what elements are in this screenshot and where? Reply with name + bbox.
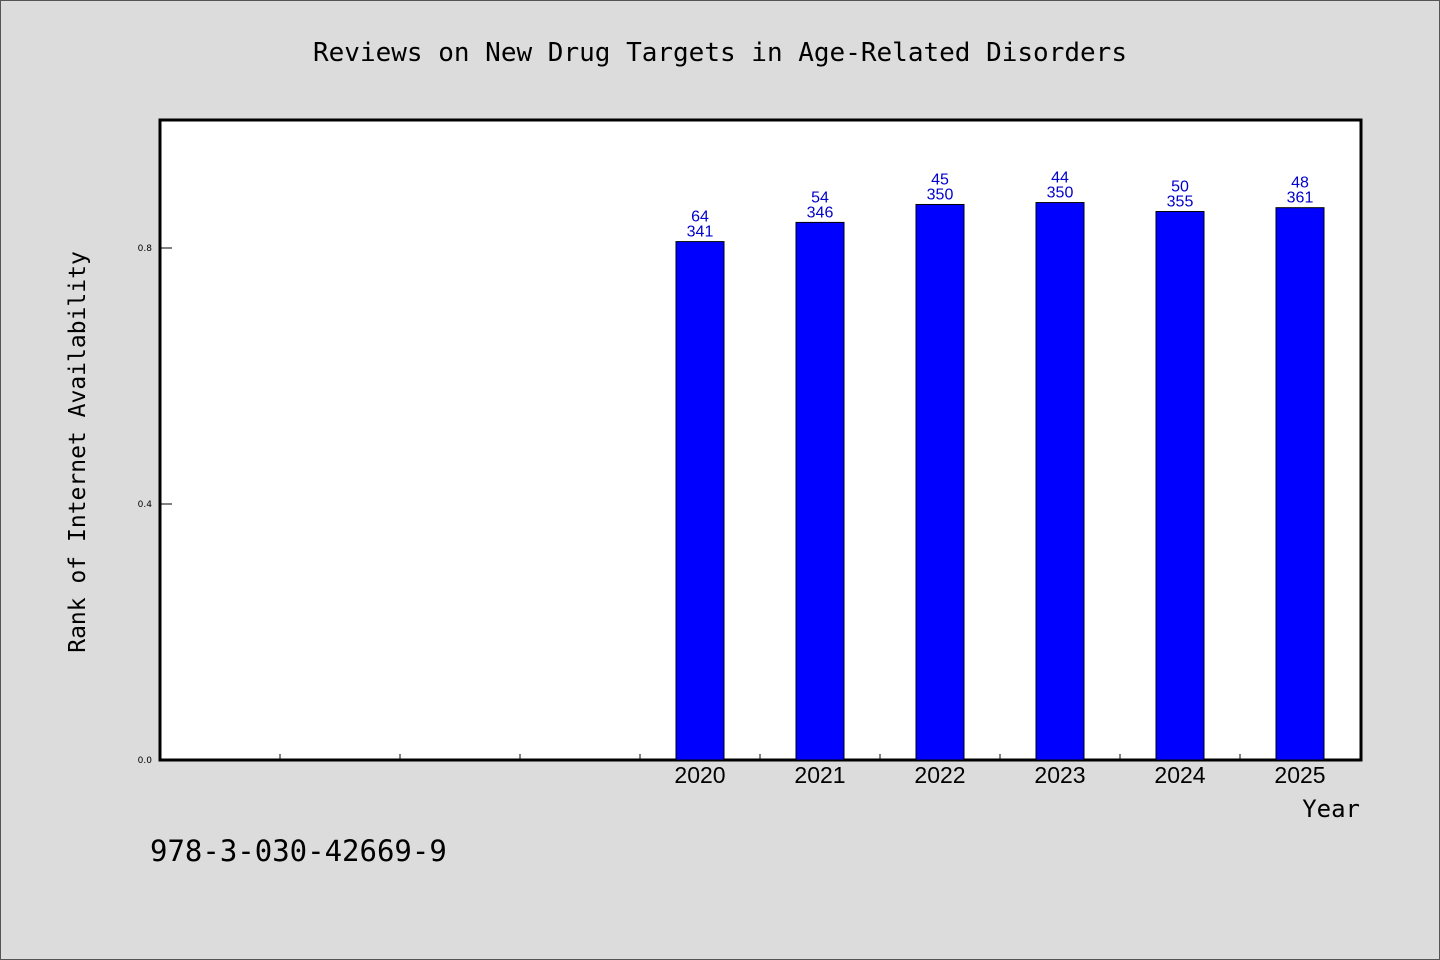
bar-label-bottom-2022: 350: [927, 186, 954, 203]
bar-2022: [915, 203, 965, 761]
x-tick-label-2021: 2021: [794, 762, 845, 788]
bar-label-bottom-2025: 361: [1287, 190, 1314, 207]
y-tick-label: 0.0: [138, 756, 153, 766]
bar-2021: [795, 221, 845, 761]
bar-label-top-2021: 54: [811, 189, 829, 206]
y-axis-label: Rank of Internet Availability: [65, 251, 91, 653]
bar-label-bottom-2023: 350: [1047, 185, 1074, 202]
bar-label-top-2025: 48: [1291, 175, 1309, 192]
y-ticks: 0.0 0.4 0.8: [138, 244, 172, 766]
bar-2025: [1275, 207, 1325, 761]
x-tick-label-2020: 2020: [674, 762, 725, 788]
x-ticks: 2020 2021 2022 2023 2024 2025: [279, 754, 1326, 788]
bar-label-bottom-2020: 341: [687, 224, 714, 241]
x-tick-label-2023: 2023: [1034, 762, 1085, 788]
x-tick-label-2025: 2025: [1274, 762, 1325, 788]
x-axis-label: Year: [1302, 795, 1360, 823]
bar-label-top-2020: 64: [691, 209, 709, 226]
bar-2023: [1035, 202, 1085, 761]
bar-2020: [675, 241, 725, 761]
bar-2024: [1155, 211, 1205, 761]
bar-label-top-2024: 50: [1171, 179, 1189, 196]
bar-label-top-2022: 45: [931, 171, 949, 188]
bar-label-bottom-2021: 346: [807, 204, 834, 221]
y-tick-label: 0.8: [138, 244, 153, 254]
x-tick-label-2024: 2024: [1154, 762, 1205, 788]
bar-label-top-2023: 44: [1051, 170, 1069, 187]
x-tick-label-2022: 2022: [914, 762, 965, 788]
bar-label-bottom-2024: 355: [1167, 194, 1194, 211]
isbn-label: 978-3-030-42669-9: [150, 834, 447, 868]
chart-title: Reviews on New Drug Targets in Age-Relat…: [313, 38, 1127, 68]
y-tick-label: 0.4: [138, 500, 153, 510]
